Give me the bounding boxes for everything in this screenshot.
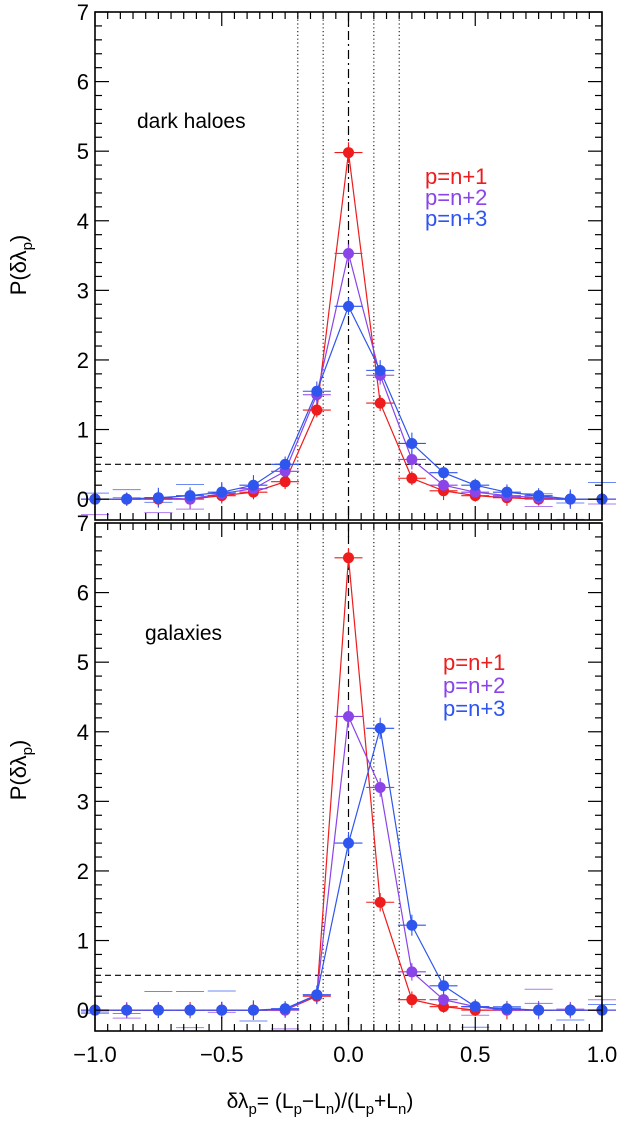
ytick-label-bottom-7: 7 [77, 511, 89, 536]
point-bottom-3-8 [343, 837, 354, 849]
xtick-label-3: 0.5 [460, 1042, 491, 1067]
point-bottom-3-2 [152, 1004, 164, 1016]
point-bottom-3-7 [311, 989, 323, 1001]
legend-bottom: p=n+1 p=n+2 p=n+3 [443, 650, 505, 721]
point-bottom-3-11 [438, 980, 450, 992]
point-bottom-2-11 [438, 994, 450, 1006]
point-bottom-3-6 [279, 1003, 291, 1015]
point-top-3-9 [374, 364, 386, 376]
point-top-3-12 [469, 479, 481, 491]
legend-top-pn3: p=n+3 [425, 206, 487, 231]
reference-lines-top [95, 12, 602, 520]
ytick-label-top-7: 7 [77, 0, 89, 25]
point-top-3-13 [501, 486, 513, 498]
legend-bottom-pn1: p=n+1 [443, 650, 505, 675]
point-top-3-10 [406, 437, 418, 449]
ytick-label-bottom-4: 4 [77, 720, 89, 745]
point-top-3-2 [152, 492, 164, 504]
point-top-3-5 [247, 479, 259, 491]
point-top-3-7 [311, 385, 323, 397]
ytick-label-top-0: 0 [77, 487, 89, 512]
x-axis-label: δλp= (Lp−Ln)/(Lp+Ln) [227, 1090, 414, 1118]
point-bottom-2-9 [374, 781, 386, 793]
ytick-label-top-2: 2 [77, 348, 89, 373]
legend-bottom-pn2: p=n+2 [443, 673, 505, 698]
panel-galaxies: galaxies p=n+1 p=n+2 p=n+3 P(δλp) δλp= (… [6, 511, 617, 1118]
point-top-3-4 [216, 486, 228, 498]
point-bottom-1-8 [343, 552, 354, 564]
ytick-label-bottom-3: 3 [77, 789, 89, 814]
ytick-label-bottom-5: 5 [77, 650, 89, 675]
point-bottom-3-15 [564, 1004, 576, 1016]
y-axis-label-top: P(δλp) [6, 235, 36, 296]
ytick-label-top-6: 6 [77, 70, 89, 95]
point-top-2-11 [438, 479, 450, 491]
xtick-label-1: −0.5 [200, 1042, 243, 1067]
reference-lines-bottom [95, 523, 602, 1031]
point-bottom-3-13 [501, 1003, 513, 1015]
panel-annotation-dark-haloes: dark haloes [137, 110, 246, 133]
ytick-label-top-4: 4 [77, 209, 89, 234]
panel-dark-haloes: dark haloes p=n+1 p=n+2 p=n+3 P(δλp) 0 1 2… [6, 0, 616, 521]
xtick-label-2: 0.0 [333, 1042, 364, 1067]
point-bottom-3-9 [374, 722, 386, 734]
point-top-1-8 [343, 147, 354, 159]
point-top-1-9 [374, 397, 386, 409]
ytick-label-bottom-2: 2 [77, 859, 89, 884]
point-top-1-10 [406, 472, 418, 484]
point-bottom-3-12 [469, 1001, 481, 1013]
point-bottom-1-10 [406, 994, 418, 1006]
ytick-label-top-3: 3 [77, 278, 89, 303]
xtick-label-0: −1.0 [73, 1042, 116, 1067]
point-top-1-7 [311, 404, 323, 416]
legend-top-pn1: p=n+1 [425, 164, 487, 189]
legend-top-pn2: p=n+2 [425, 185, 487, 210]
point-bottom-3-5 [247, 1004, 259, 1016]
point-top-3-3 [184, 490, 196, 502]
ytick-label-bottom-1: 1 [77, 929, 89, 954]
ytick-label-bottom-6: 6 [77, 581, 89, 606]
ytick-label-top-1: 1 [77, 418, 89, 443]
point-bottom-2-8 [343, 710, 354, 722]
point-bottom-2-10 [406, 966, 418, 978]
point-top-2-10 [406, 453, 418, 465]
xtick-label-4: 1.0 [587, 1042, 618, 1067]
point-bottom-1-9 [374, 896, 386, 908]
point-top-3-11 [438, 467, 450, 479]
point-bottom-3-3 [184, 1004, 196, 1016]
point-bottom-3-4 [216, 1004, 228, 1016]
point-top-2-8 [343, 247, 354, 259]
legend-bottom-pn3: p=n+3 [443, 696, 505, 721]
legend-top: p=n+1 p=n+2 p=n+3 [425, 164, 487, 231]
panel-annotation-galaxies: galaxies [145, 622, 222, 645]
point-top-3-6 [279, 458, 291, 470]
ytick-label-top-5: 5 [77, 139, 89, 164]
point-top-3-14 [533, 490, 545, 502]
point-top-1-6 [279, 476, 291, 488]
point-bottom-3-1 [121, 1004, 133, 1016]
point-bottom-3-14 [533, 1004, 545, 1016]
y-axis-label-bottom: P(δλp) [6, 740, 36, 801]
ytick-label-bottom-0: 0 [77, 998, 89, 1023]
point-top-3-8 [343, 300, 354, 312]
point-bottom-3-10 [406, 919, 418, 931]
point-top-3-1 [121, 493, 133, 505]
point-top-3-15 [564, 493, 576, 505]
